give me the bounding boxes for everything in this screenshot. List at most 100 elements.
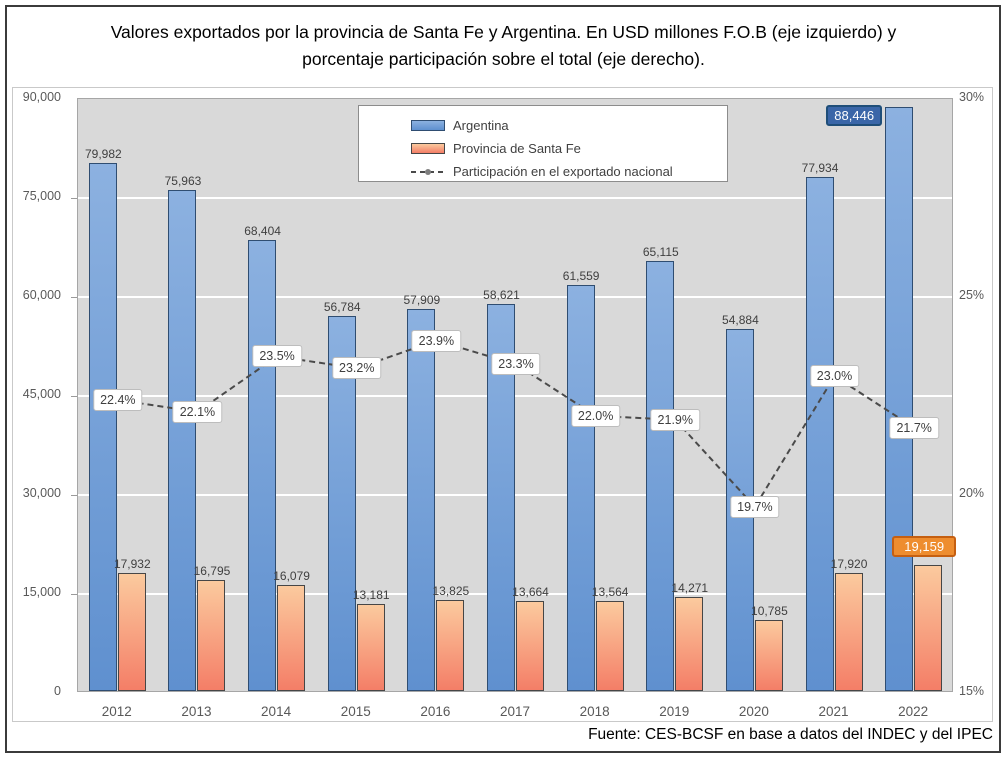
axis-tickmark (71, 297, 77, 298)
left-axis-tick-label: 45,000 (22, 387, 61, 401)
gridline (78, 494, 952, 496)
bar-value-label: 68,404 (244, 223, 281, 238)
bar-santafe (754, 619, 783, 691)
legend-item-santafe: Provincia de Santa Fe (411, 137, 727, 160)
bar-value-label: 77,934 (801, 160, 839, 175)
legend-label-argentina: Argentina (453, 118, 509, 133)
plot-area: 79,982 17,932 75,963 16,795 68,404 16,079 56,7… (71, 98, 957, 692)
chart-title-text: Valores exportados por la provincia de S… (110, 22, 897, 70)
bar-argentina (805, 176, 834, 691)
left-axis-tick-label: 15,000 (22, 585, 61, 599)
bar-santafe (356, 604, 385, 691)
participation-label: 22.4% (93, 388, 143, 411)
axis-tickmark (71, 396, 77, 397)
bar-value-label: 58,621 (483, 288, 520, 303)
participation-label: 22.0% (570, 404, 621, 427)
participation-label: 23.3% (491, 353, 541, 376)
bar-value-label: 65,115 (642, 245, 679, 260)
participation-label: 21.9% (650, 408, 700, 431)
bar-value-label: 79,982 (84, 147, 122, 162)
legend-label-participacion: Participación en el exportado nacional (453, 164, 673, 179)
left-axis-tick-label: 60,000 (22, 288, 61, 302)
participation-label: 23.5% (252, 345, 302, 368)
bar-value-label: 61,559 (562, 268, 600, 283)
chart-box: 79,982 17,932 75,963 16,795 68,404 16,079 56,7… (12, 87, 993, 722)
bar-argentina (566, 284, 595, 691)
bar-santafe (834, 572, 863, 691)
year-label: 2012 (101, 704, 132, 719)
axis-tickmark (71, 594, 77, 595)
bar-value-label: 16,795 (193, 564, 231, 579)
gridline (78, 593, 952, 595)
bar-santafe (595, 601, 624, 691)
year-label: 2019 (659, 704, 690, 719)
participation-label: 21.7% (889, 416, 939, 439)
bar-argentina (88, 163, 117, 691)
legend-item-argentina: Argentina (411, 114, 727, 137)
year-label: 2018 (579, 704, 610, 719)
participation-label: 23.9% (411, 329, 462, 352)
bar-value-label: 13,181 (352, 588, 390, 602)
year-label: 2014 (261, 704, 292, 719)
left-axis-tick-label: 75,000 (22, 189, 61, 203)
bar-argentina (248, 239, 277, 691)
bar-santafe (277, 584, 306, 691)
gridline (78, 395, 952, 397)
year-label: 2016 (420, 704, 451, 719)
santafe-swatch-icon (411, 143, 445, 154)
year-label: 2020 (738, 704, 769, 719)
bar-value-label: 13,664 (512, 584, 549, 599)
bar-santafe (117, 572, 146, 691)
chart-title: Valores exportados por la provincia de S… (0, 19, 1007, 73)
bar-value-label: 75,963 (164, 173, 202, 188)
participation-line (114, 337, 918, 511)
argentina-swatch-icon (411, 120, 445, 131)
bar-value-label: 10,785 (751, 603, 788, 618)
bar-value-label: 14,271 (671, 580, 709, 595)
gridline (78, 197, 952, 199)
bar-value-label: 56,784 (323, 300, 361, 315)
axis-tickmark (71, 495, 77, 496)
left-axis-tick-label: 30,000 (22, 486, 61, 500)
participation-label: 23.2% (331, 357, 382, 380)
axis-tickmark (71, 198, 77, 199)
bar-value-label: 54,884 (722, 312, 759, 327)
left-axis-tick-label: 0 (54, 684, 61, 698)
participation-label: 22.1% (172, 400, 223, 423)
bar-santafe (516, 600, 544, 691)
gridline (78, 296, 952, 298)
bar-argentina (168, 189, 197, 691)
legend: Argentina Provincia de Santa Fe Particip… (358, 105, 728, 182)
callout-santafe-2022: 19,159 (892, 535, 957, 557)
right-axis-tick-label: 25% (959, 288, 985, 302)
bar-value-label: 16,079 (273, 568, 310, 583)
left-axis-tick-label: 90,000 (22, 90, 61, 104)
source-note: Fuente: CES-BCSF en base a datos del IND… (588, 726, 993, 743)
legend-item-participacion: Participación en el exportado nacional (411, 160, 727, 183)
bar-argentina (407, 308, 436, 691)
right-axis-tick-label: 20% (959, 486, 985, 500)
bar-value-label: 17,920 (830, 556, 868, 571)
participation-label: 23.0% (809, 365, 860, 388)
bar-value-label: 57,909 (403, 292, 441, 307)
year-label: 2013 (181, 704, 212, 719)
bar-argentina (646, 261, 675, 691)
year-label: 2017 (499, 704, 531, 719)
right-axis-tick-label: 30% (959, 90, 985, 104)
year-label: 2021 (818, 704, 849, 719)
year-label: 2022 (898, 704, 929, 719)
bar-santafe (914, 564, 943, 691)
bar-value-label: 17,932 (113, 556, 151, 571)
bar-value-label: 13,825 (432, 583, 470, 598)
bar-santafe (197, 580, 226, 691)
participation-label: 19.7% (730, 495, 780, 518)
dashed-line-marker-icon (411, 168, 445, 175)
bar-argentina (885, 107, 914, 691)
year-label: 2015 (340, 704, 371, 719)
bar-santafe (675, 596, 704, 691)
bar-value-label: 13,564 (591, 585, 629, 600)
legend-label-santafe: Provincia de Santa Fe (453, 141, 581, 156)
right-axis-tick-label: 15% (959, 684, 985, 698)
callout-argentina-2022: 88,446 (826, 105, 883, 127)
